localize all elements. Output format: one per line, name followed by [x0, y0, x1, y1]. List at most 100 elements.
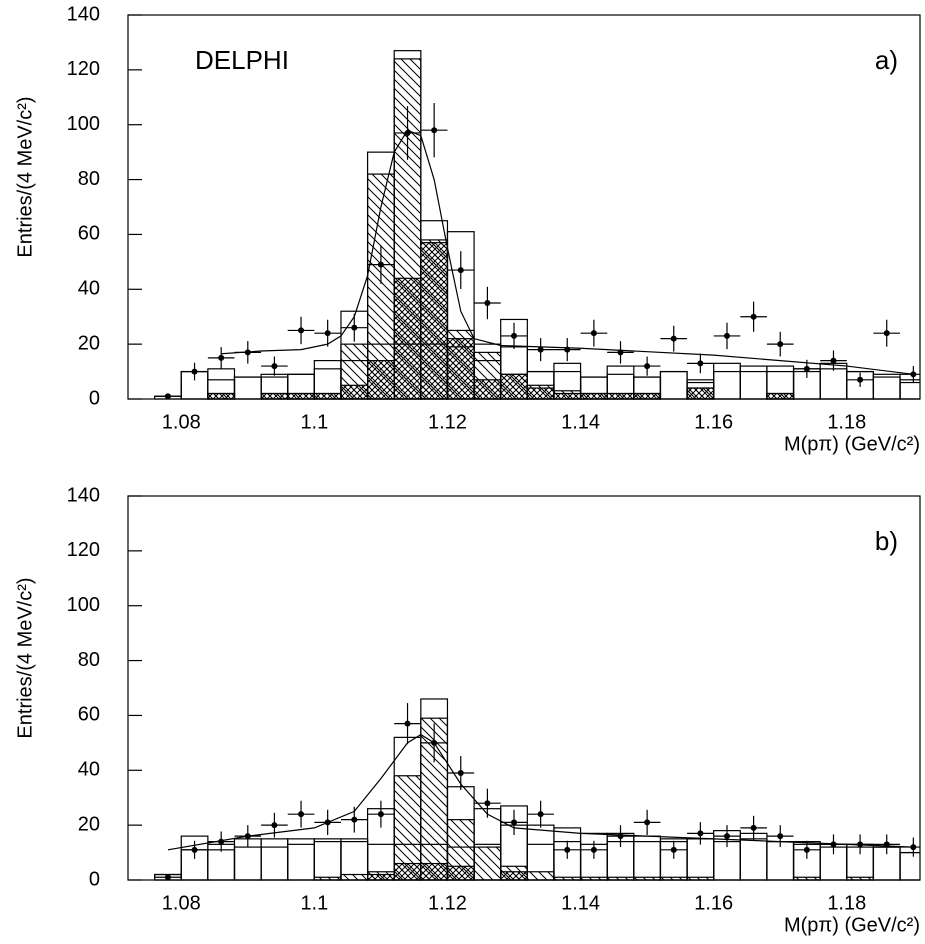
data-point	[910, 844, 917, 851]
histogram-bar	[287, 843, 315, 881]
histogram-bar	[340, 838, 369, 881]
histogram-bar	[526, 387, 555, 400]
data-point	[803, 365, 810, 372]
x-tick-label: 1.1	[300, 411, 328, 433]
data-point	[537, 811, 544, 818]
plot-frame	[127, 14, 921, 400]
data-point	[457, 770, 464, 777]
data-point	[511, 332, 518, 339]
x-tick-label: 1.12	[428, 411, 467, 433]
histogram-bar	[526, 871, 555, 881]
y-tick-label: 40	[78, 278, 100, 300]
y-tick-label: 120	[67, 539, 100, 561]
x-tick-label: 1.16	[694, 411, 733, 433]
histogram-bar	[739, 370, 768, 400]
histogram-bar	[579, 392, 608, 400]
x-tick-label: 1.08	[162, 892, 201, 914]
histogram-bar	[766, 840, 795, 881]
histogram-bar	[207, 392, 236, 400]
data-point	[457, 267, 464, 274]
data-point	[857, 376, 864, 383]
histogram-bar	[207, 849, 236, 881]
data-point	[830, 841, 837, 848]
data-point	[590, 846, 597, 853]
data-point	[164, 393, 171, 400]
y-tick-label: 80	[78, 168, 100, 190]
data-point	[697, 830, 704, 837]
histogram-bar	[766, 392, 795, 400]
data-point	[377, 811, 384, 818]
data-point	[484, 300, 491, 306]
histogram-bar	[633, 835, 662, 881]
data-point	[351, 816, 358, 823]
histogram-bar	[819, 368, 848, 400]
histogram-bar	[659, 370, 688, 400]
x-tick-label: 1.18	[827, 411, 866, 433]
x-tick-label: 1.14	[561, 411, 600, 433]
y-tick-label: 0	[89, 868, 100, 890]
histogram-bar	[366, 360, 395, 400]
data-point	[750, 824, 757, 831]
histogram-bar	[739, 838, 768, 881]
data-point	[324, 330, 331, 337]
y-tick-label: 60	[78, 223, 100, 245]
plot-area	[154, 698, 920, 881]
x-tick-label: 1.12	[428, 892, 467, 914]
plot-area	[154, 50, 920, 400]
data-point	[670, 335, 677, 342]
histogram-bar	[500, 373, 528, 400]
x-tick-label: 1.1	[300, 892, 328, 914]
y-tick-label: 140	[67, 484, 100, 506]
histogram-bar	[287, 392, 315, 400]
data-point	[590, 330, 597, 337]
data-point	[404, 720, 411, 727]
y-tick-label: 140	[67, 3, 100, 25]
data-point	[644, 819, 651, 826]
data-point	[271, 822, 278, 829]
data-point	[697, 360, 704, 367]
data-point	[803, 846, 810, 853]
fit-curve	[221, 129, 914, 375]
histogram-bar	[446, 338, 475, 400]
histogram-bar	[553, 392, 582, 400]
histogram-bar	[473, 846, 502, 881]
histogram-bar	[633, 840, 662, 881]
data-point	[164, 874, 171, 881]
histogram-bar	[393, 277, 422, 400]
histogram-bar	[340, 873, 369, 881]
histogram-bar	[766, 840, 795, 881]
x-axis-label: M(pπ) (GeV/c²)	[784, 433, 920, 455]
histogram-bar	[313, 840, 342, 881]
histogram-bar	[659, 370, 688, 400]
y-tick-label: 20	[78, 813, 100, 835]
y-tick-label: 20	[78, 332, 100, 354]
histogram-bar	[393, 862, 422, 881]
panel-label: a)	[875, 45, 898, 75]
histogram-bar	[686, 387, 715, 400]
data-point	[431, 739, 438, 746]
y-axis-label: Entries/(4 MeV/c²)	[14, 577, 36, 738]
y-tick-label: 100	[67, 113, 100, 135]
histogram-bar	[393, 775, 422, 881]
data-point	[244, 349, 251, 356]
histogram-bar	[899, 851, 920, 881]
plot-frame	[127, 495, 921, 881]
histogram-bar	[420, 862, 449, 881]
y-tick-label: 40	[78, 759, 100, 781]
y-tick-label: 60	[78, 704, 100, 726]
histogram-bar	[313, 838, 342, 881]
y-tick-label: 100	[67, 594, 100, 616]
y-tick-label: 120	[67, 58, 100, 80]
data-point	[271, 363, 278, 370]
data-point	[617, 349, 624, 356]
y-tick-label: 80	[78, 649, 100, 671]
data-point	[351, 324, 358, 331]
histogram-bar	[260, 392, 289, 400]
histogram-bar	[233, 846, 262, 881]
x-tick-label: 1.08	[162, 411, 201, 433]
histogram-bar	[366, 873, 395, 881]
data-point	[883, 330, 890, 337]
histogram-bar	[500, 871, 528, 881]
y-tick-label: 0	[89, 387, 100, 409]
histogram-bar	[713, 370, 741, 400]
